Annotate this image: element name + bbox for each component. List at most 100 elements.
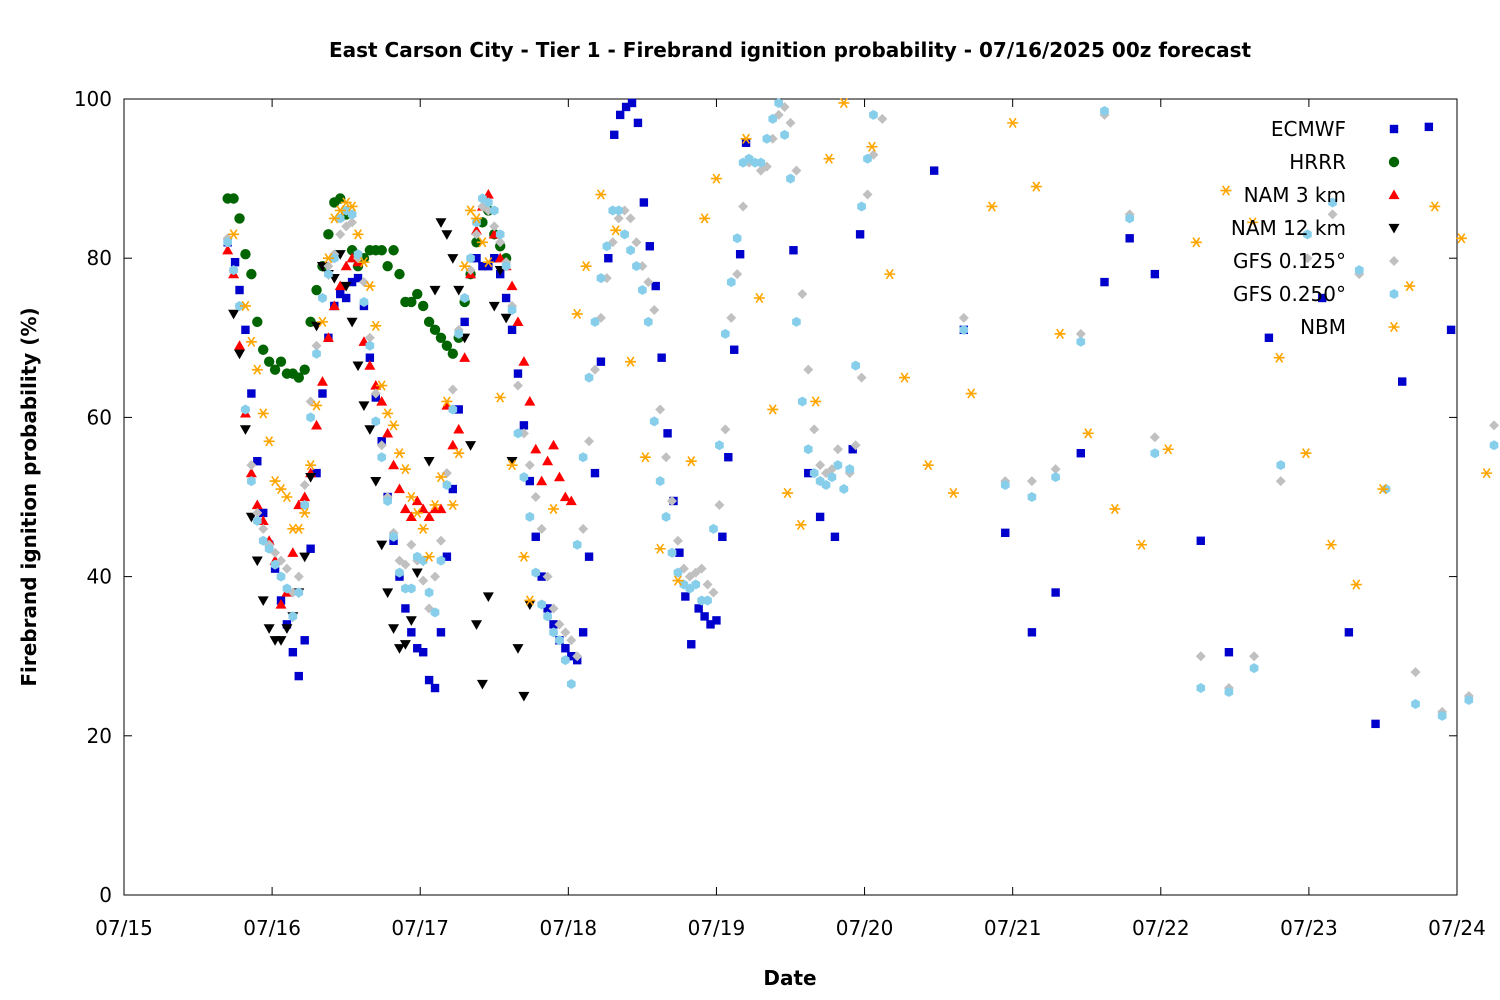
data-point — [1455, 233, 1467, 244]
data-point — [566, 679, 576, 690]
data-point — [627, 98, 637, 108]
legend-label: GFS 0.250° — [1233, 282, 1346, 306]
data-point — [388, 420, 400, 431]
legend: ECMWF HRRR NAM 3 km NAM 12 km GFS 0.125° GFS … — [1231, 117, 1400, 339]
data-point — [405, 491, 417, 503]
data-point — [1125, 213, 1134, 224]
data-point — [299, 480, 310, 491]
data-point — [471, 620, 483, 630]
data-point — [305, 472, 317, 483]
data-point — [371, 416, 381, 427]
data-point — [411, 568, 423, 579]
data-point — [536, 475, 548, 486]
data-point — [229, 265, 238, 276]
data-point — [328, 213, 340, 224]
data-point — [604, 254, 613, 263]
data-point — [341, 293, 351, 303]
data-point — [476, 679, 488, 690]
data-point — [561, 655, 570, 666]
data-point — [1302, 253, 1313, 264]
data-point — [247, 476, 256, 487]
data-point — [513, 428, 523, 439]
data-point — [376, 395, 388, 406]
y-tick-label: 80 — [87, 246, 112, 270]
data-point — [305, 396, 316, 407]
data-point — [335, 193, 346, 204]
data-point — [708, 587, 719, 598]
data-point — [377, 452, 387, 463]
data-point — [423, 316, 435, 328]
data-point — [786, 173, 795, 184]
y-tick-label: 20 — [87, 724, 112, 748]
data-point — [804, 468, 813, 478]
data-point — [489, 205, 499, 216]
data-point — [615, 110, 625, 120]
data-point — [447, 384, 458, 395]
data-point — [651, 281, 660, 291]
data-point — [810, 396, 822, 407]
data-point — [406, 296, 417, 308]
data-point — [253, 456, 262, 466]
data-point — [484, 197, 493, 208]
data-point — [282, 583, 292, 594]
data-point — [395, 567, 404, 578]
data-point — [1082, 428, 1094, 439]
data-point — [448, 484, 458, 494]
data-point — [418, 555, 428, 566]
data-point — [353, 249, 363, 260]
data-point — [596, 273, 606, 284]
data-point — [785, 117, 796, 128]
data-point — [899, 372, 911, 383]
data-point — [959, 324, 969, 335]
data-point — [1481, 467, 1493, 479]
data-point — [1195, 651, 1206, 662]
data-point — [654, 543, 666, 554]
data-point — [848, 445, 857, 454]
data-point — [718, 532, 727, 541]
data-point — [228, 229, 240, 240]
data-point — [572, 539, 582, 550]
data-point — [584, 552, 594, 561]
data-point — [252, 316, 263, 328]
data-point — [1076, 449, 1085, 458]
data-point — [530, 492, 541, 502]
data-point — [702, 579, 713, 590]
data-point — [393, 644, 405, 654]
data-point — [1030, 181, 1042, 192]
data-point — [275, 356, 287, 367]
data-point — [1224, 687, 1234, 698]
data-point — [553, 471, 565, 482]
data-point — [275, 636, 287, 646]
data-point — [639, 198, 649, 207]
data-point — [525, 476, 535, 486]
data-point — [768, 113, 778, 124]
data-point — [724, 453, 733, 462]
data-point — [1150, 269, 1160, 279]
data-point — [548, 603, 559, 614]
data-point — [312, 348, 321, 359]
data-point — [645, 242, 654, 251]
data-point — [1275, 476, 1286, 487]
data-point — [399, 503, 411, 514]
data-point — [382, 408, 394, 419]
data-point — [1437, 710, 1447, 721]
data-point — [382, 427, 394, 438]
data-point — [316, 376, 328, 386]
data-point — [435, 471, 447, 483]
data-point — [382, 588, 394, 599]
y-tick-label: 60 — [87, 405, 112, 429]
data-point — [965, 388, 977, 399]
data-point — [507, 304, 517, 315]
data-point — [780, 129, 789, 140]
data-point — [877, 113, 888, 124]
data-point — [424, 675, 434, 685]
data-point — [566, 635, 577, 646]
data-point — [714, 499, 725, 510]
data-point — [482, 257, 494, 268]
data-point — [235, 300, 244, 311]
data-point — [694, 604, 703, 613]
data-point — [222, 244, 234, 255]
data-point — [512, 644, 524, 654]
data-point — [251, 364, 263, 375]
